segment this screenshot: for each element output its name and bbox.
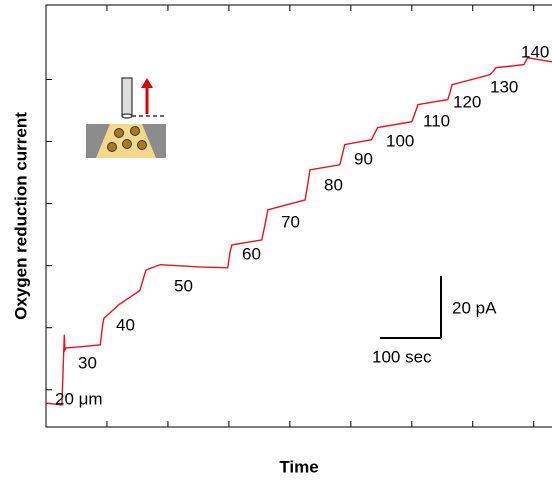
step-annotation: 50 (174, 276, 193, 295)
step-annotation: 80 (324, 175, 343, 194)
x-axis-label: Time (279, 457, 318, 476)
step-annotation: 60 (242, 244, 261, 263)
step-annotation: 100 (386, 131, 414, 150)
step-annotation: 110 (423, 111, 450, 130)
inset-icon (86, 77, 166, 158)
y-axis-label: Oxygen reduction current (11, 112, 30, 320)
plot-frame (45, 4, 552, 428)
step-annotation: 140 (521, 42, 549, 61)
step-annotation: 120 (453, 92, 481, 111)
scale-bar-y-label: 20 pA (452, 298, 497, 317)
step-annotation: 90 (354, 149, 373, 168)
scale-bar-x-label: 100 sec (372, 347, 432, 366)
step-annotation: 20 μm (55, 389, 103, 408)
step-annotation: 130 (490, 77, 518, 96)
data-line (45, 57, 552, 406)
step-annotation: 40 (116, 315, 135, 334)
step-annotation: 30 (78, 353, 97, 372)
step-annotation: 70 (281, 212, 300, 231)
